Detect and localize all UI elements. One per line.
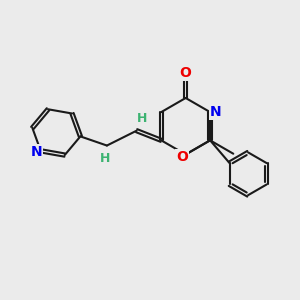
Text: O: O [180,66,192,80]
Text: N: N [30,145,42,159]
Text: O: O [176,150,188,164]
Text: H: H [137,112,147,125]
Text: H: H [100,152,111,165]
Text: N: N [210,105,221,119]
